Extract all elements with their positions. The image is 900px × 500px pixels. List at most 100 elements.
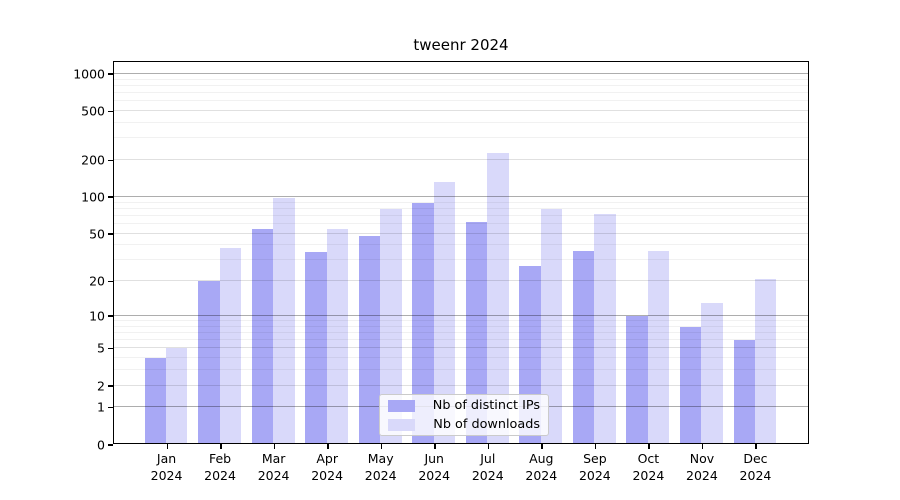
legend-swatch-downloads — [388, 418, 415, 431]
gridline-10 — [114, 314, 808, 316]
y-tick-mark — [108, 347, 113, 350]
y-tick-mark — [108, 73, 113, 75]
bar-downloads-jan — [166, 348, 188, 443]
bar-downloads-dec — [754, 278, 777, 443]
bar-downloads-feb — [219, 247, 241, 443]
y-tick-label: 200 — [81, 152, 105, 168]
gridline-minor — [114, 259, 808, 261]
x-tick-mark — [755, 444, 757, 449]
bar-distinct-ips-jan — [144, 358, 167, 443]
legend-row: Nb of downloads — [388, 417, 540, 432]
x-tick-mark — [380, 444, 383, 449]
gridline-minor — [114, 331, 808, 333]
gridline-minor — [114, 78, 808, 80]
legend: Nb of distinct IPs Nb of downloads — [379, 394, 549, 436]
x-tick-label-aug: Aug 2024 — [525, 451, 558, 483]
x-tick-mark — [701, 444, 704, 449]
bar-downloads-jun — [433, 182, 456, 443]
gridline-minor — [114, 244, 808, 246]
bar-downloads-aug — [540, 209, 563, 443]
y-tick-label: 1 — [97, 399, 105, 415]
bar-downloads-jul — [487, 152, 509, 443]
gridline-minor — [114, 91, 808, 93]
gridline-minor — [114, 222, 808, 224]
x-tick-label-mar: Mar 2024 — [257, 451, 290, 483]
bar-downloads-oct — [647, 250, 670, 443]
x-tick-label-oct: Oct 2024 — [632, 451, 665, 483]
gridline-minor — [114, 369, 808, 371]
bar-downloads-may — [380, 208, 402, 443]
y-tick-label: 1000 — [73, 66, 105, 82]
chart-title: tweenr 2024 — [413, 36, 509, 54]
plot-area: Nb of distinct IPs Nb of downloads — [113, 61, 809, 444]
bar-distinct-ips-mar — [251, 228, 274, 443]
gridline-minor — [114, 84, 808, 86]
gridline-50 — [114, 232, 808, 234]
gridline-200 — [114, 159, 808, 160]
x-tick-label-nov: Nov 2024 — [686, 451, 718, 483]
x-tick-mark — [273, 444, 276, 449]
x-tick-mark — [541, 444, 543, 449]
gridline-500 — [114, 110, 808, 112]
x-tick-mark — [220, 444, 222, 449]
x-tick-label-dec: Dec 2024 — [739, 451, 772, 483]
x-tick-label-apr: Apr 2024 — [311, 451, 344, 483]
bar-downloads-nov — [701, 302, 723, 443]
y-tick-mark — [108, 385, 113, 387]
bar-distinct-ips-oct — [626, 315, 648, 443]
y-tick-mark — [108, 159, 113, 161]
gridline-2 — [114, 384, 808, 386]
x-tick-label-jun: Jun 2024 — [418, 451, 451, 483]
x-tick-label-sep: Sep 2024 — [578, 451, 611, 483]
bar-downloads-apr — [326, 228, 349, 443]
bar-distinct-ips-jul — [465, 222, 488, 443]
legend-label-distinct-ips: Nb of distinct IPs — [432, 398, 540, 413]
gridline-minor — [114, 100, 808, 102]
x-tick-mark — [648, 444, 650, 449]
gridline-20 — [114, 280, 808, 282]
x-tick-label-jan: Jan 2024 — [150, 451, 183, 483]
y-tick-label: 5 — [97, 340, 105, 356]
x-tick-label-feb: Feb 2024 — [204, 451, 236, 483]
gridline-minor — [114, 201, 808, 203]
legend-label-downloads: Nb of downloads — [433, 417, 540, 432]
y-tick-label: 20 — [89, 273, 105, 289]
y-tick-mark — [108, 444, 113, 446]
gridline-minor — [114, 207, 808, 209]
x-tick-mark — [434, 444, 436, 449]
gridline-minor — [114, 121, 808, 123]
y-tick-mark — [108, 196, 113, 198]
x-tick-mark — [487, 444, 490, 449]
bar-downloads-mar — [273, 198, 295, 443]
x-tick-mark — [594, 444, 597, 449]
gridline-minor — [114, 214, 808, 216]
x-tick-mark — [166, 444, 169, 449]
x-tick-label-jul: Jul 2024 — [471, 451, 504, 483]
gridline-minor — [114, 137, 808, 139]
legend-row: Nb of distinct IPs — [388, 398, 540, 413]
x-tick-label-may: May 2024 — [364, 451, 397, 483]
bar-downloads-sep — [594, 214, 616, 443]
y-tick-mark — [108, 233, 113, 235]
x-tick-mark — [327, 444, 329, 449]
y-tick-label: 100 — [81, 189, 105, 205]
y-tick-mark — [108, 280, 113, 283]
gridline-100 — [114, 195, 808, 197]
bar-distinct-ips-dec — [733, 340, 755, 443]
y-tick-label: 0 — [97, 437, 105, 452]
bar-distinct-ips-jun — [412, 202, 434, 443]
gridline-minor — [114, 325, 808, 327]
bar-distinct-ips-apr — [305, 252, 327, 443]
legend-swatch-distinct-ips — [388, 399, 415, 412]
y-tick-label: 500 — [81, 103, 105, 119]
gridline-minor — [114, 339, 808, 341]
y-tick-mark — [108, 406, 113, 409]
y-tick-label: 50 — [89, 226, 105, 242]
gridline-minor — [114, 319, 808, 321]
bar-distinct-ips-may — [358, 235, 381, 443]
gridline-1000 — [114, 72, 808, 74]
gridline-5 — [114, 347, 808, 349]
bar-distinct-ips-sep — [572, 250, 595, 443]
bar-distinct-ips-nov — [680, 326, 702, 443]
